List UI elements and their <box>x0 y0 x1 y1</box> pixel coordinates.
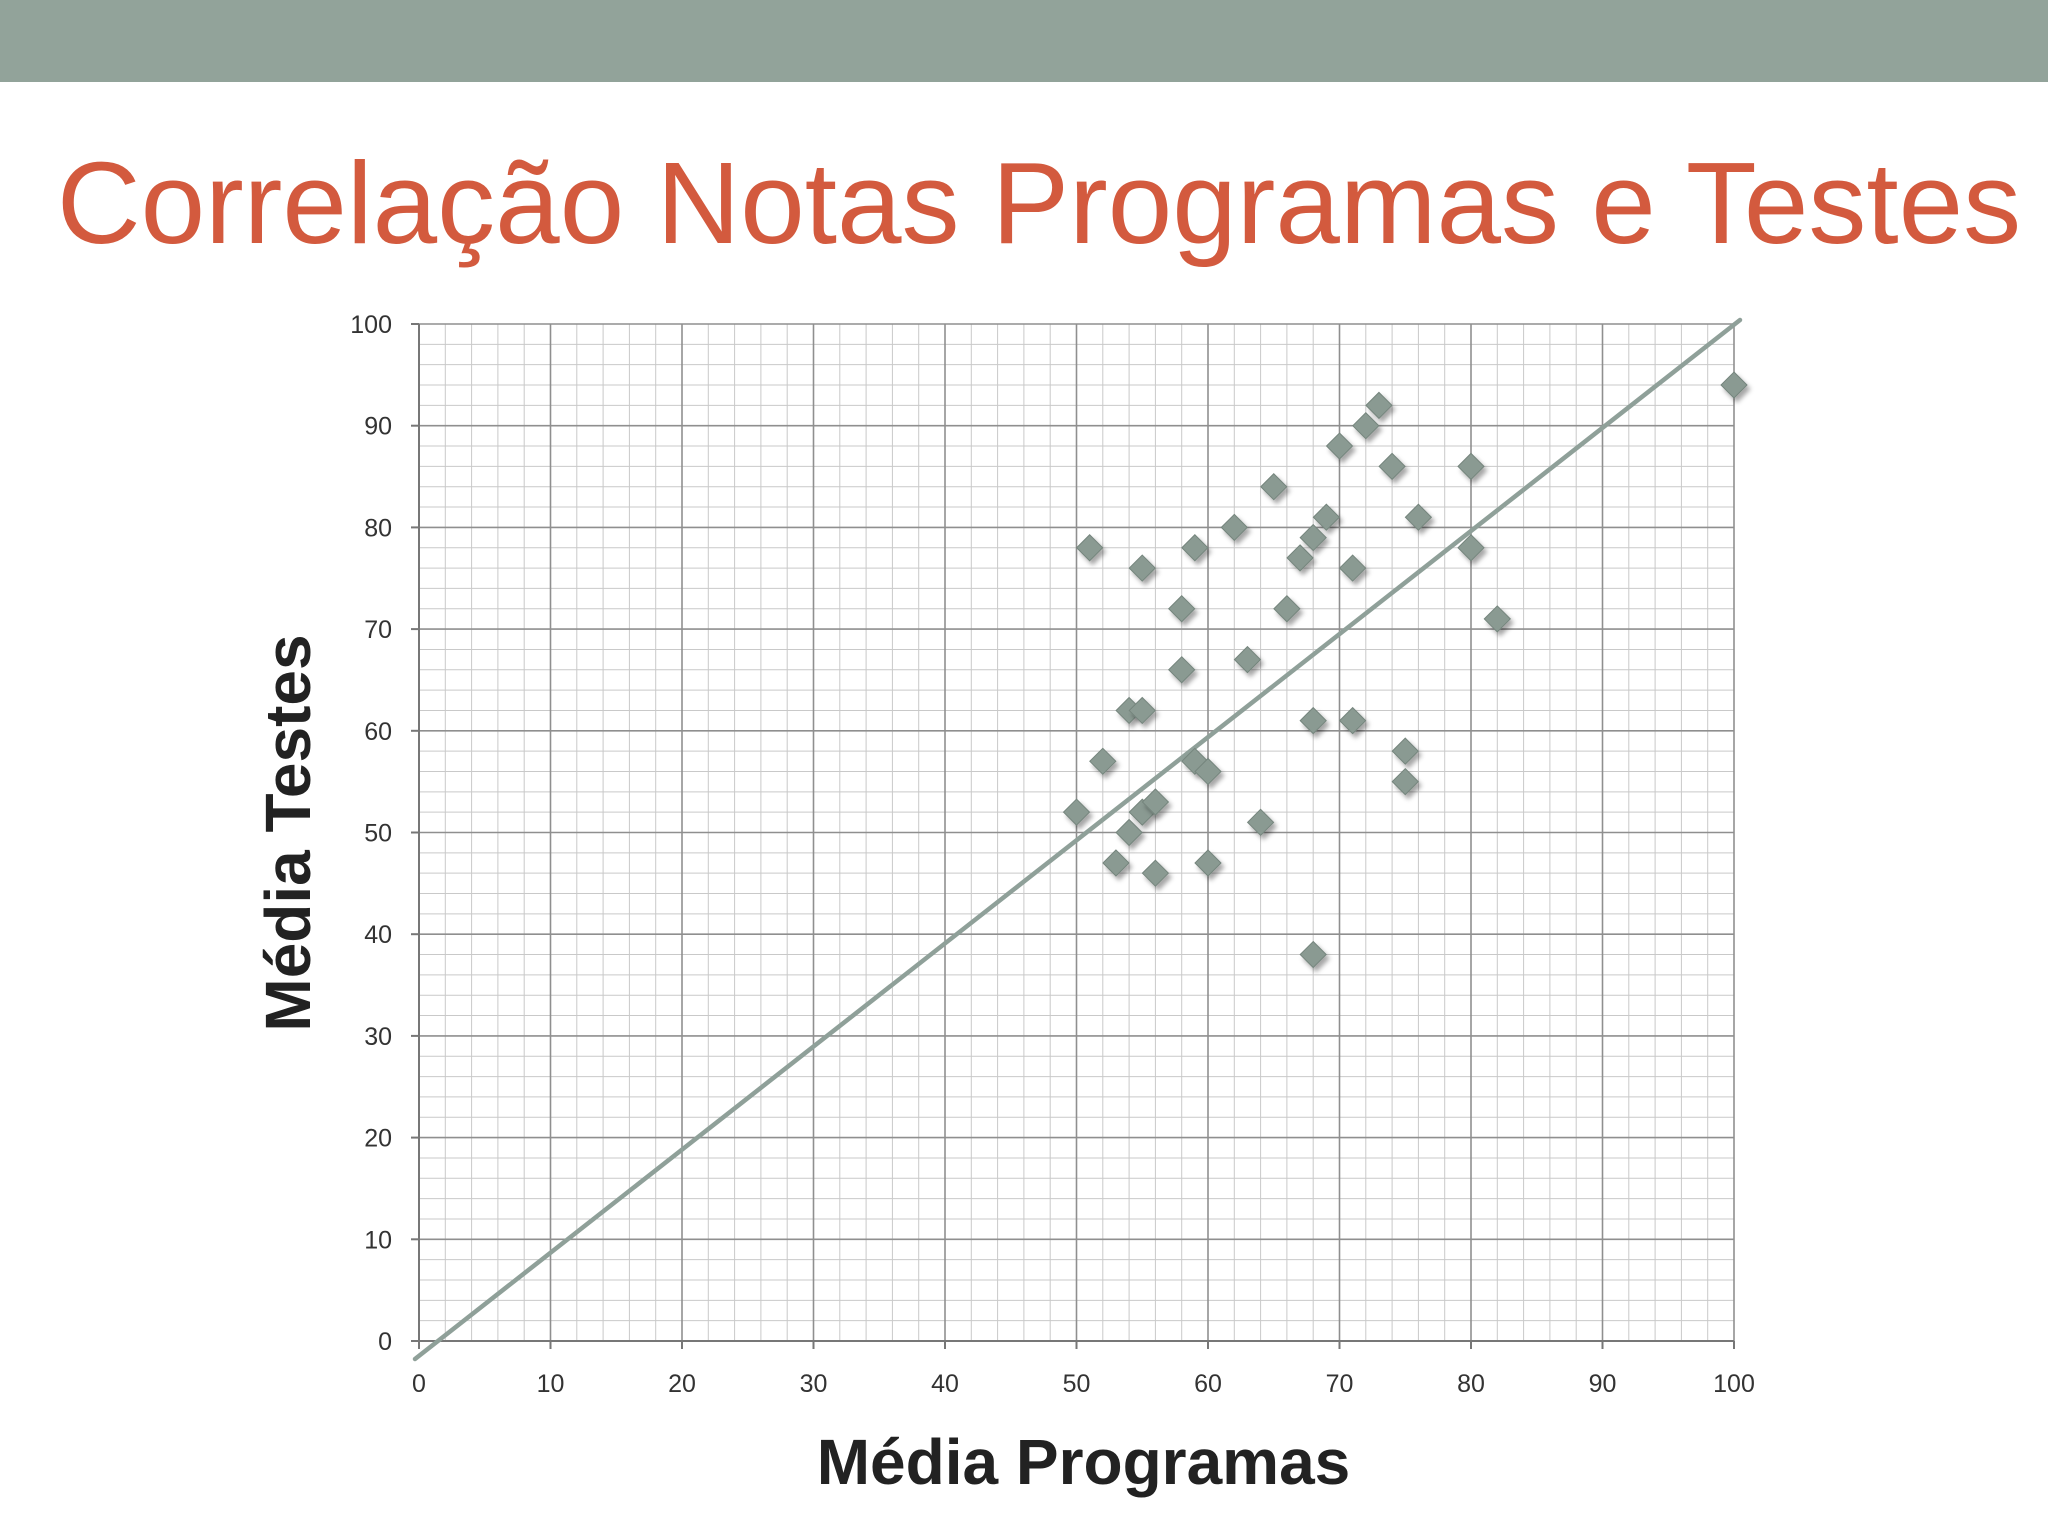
data-point <box>1312 503 1341 531</box>
data-point <box>1115 818 1143 847</box>
data-point <box>1286 544 1314 572</box>
y-tick-label: 10 <box>364 1226 392 1254</box>
y-tick-label: 20 <box>364 1125 392 1153</box>
data-point <box>1338 706 1367 735</box>
x-tick-label: 10 <box>537 1370 565 1398</box>
slide-title: Correlação Notas Programas e Testes <box>56 138 2022 268</box>
data-point <box>1220 513 1249 542</box>
data-point <box>1338 554 1367 582</box>
y-tick-label: 50 <box>364 820 392 848</box>
x-axis-title: Média Programas <box>817 1426 1351 1498</box>
axes <box>411 323 1735 1349</box>
x-tick-label: 50 <box>1063 1370 1091 1398</box>
y-tick-label: 80 <box>364 514 392 542</box>
grid-major-lines <box>418 323 1735 1342</box>
data-point <box>1128 696 1156 725</box>
y-tick-label: 100 <box>350 311 392 339</box>
data-point <box>1378 452 1406 481</box>
data-point <box>1102 849 1130 877</box>
y-tick-label: 70 <box>364 616 392 644</box>
data-point <box>1167 656 1196 684</box>
data-point <box>1483 605 1512 633</box>
data-point <box>1457 534 1485 562</box>
data-point <box>1233 645 1262 674</box>
data-point <box>1075 534 1104 562</box>
x-tick-label: 0 <box>412 1370 426 1398</box>
data-point <box>1352 411 1380 440</box>
reference-line <box>412 317 1743 1362</box>
y-tick-label: 60 <box>364 718 392 746</box>
data-points <box>1062 371 1748 969</box>
data-point <box>1141 788 1170 816</box>
x-tick-label: 20 <box>668 1370 696 1398</box>
header-accent-bar <box>0 0 2048 82</box>
reference-line-group <box>412 317 1743 1362</box>
data-point <box>1141 859 1170 887</box>
data-point <box>1299 940 1327 969</box>
data-point <box>1299 523 1327 552</box>
y-axis-title: Média Testes <box>252 634 324 1031</box>
x-tick-label: 40 <box>931 1370 959 1398</box>
data-point <box>1062 798 1091 826</box>
data-point <box>1391 767 1419 796</box>
y-tick-label: 40 <box>364 921 392 949</box>
data-point <box>1457 452 1485 481</box>
data-point <box>1365 391 1393 420</box>
x-tick-label: 90 <box>1589 1370 1617 1398</box>
x-tick-label: 80 <box>1457 1370 1485 1398</box>
data-point <box>1194 757 1222 786</box>
data-point <box>1273 595 1301 623</box>
x-tick-label: 70 <box>1326 1370 1354 1398</box>
y-tick-label: 0 <box>378 1328 392 1356</box>
x-tick-label: 30 <box>800 1370 828 1398</box>
y-tick-label: 90 <box>364 413 392 441</box>
data-point <box>1167 595 1196 623</box>
data-point <box>1181 534 1209 562</box>
data-point <box>1720 371 1748 399</box>
data-point <box>1089 747 1117 776</box>
data-point <box>1325 432 1354 460</box>
data-point <box>1391 737 1419 765</box>
x-tick-labels: 0 10 20 30 40 50 60 70 80 90 100 <box>412 1370 1755 1398</box>
y-tick-labels: 0 10 20 30 40 50 60 70 80 90 100 <box>350 311 392 1356</box>
data-point <box>1246 808 1275 837</box>
data-point <box>1299 706 1327 735</box>
y-tick-label: 30 <box>364 1023 392 1051</box>
x-tick-label: 100 <box>1713 1370 1755 1398</box>
x-tick-label: 60 <box>1194 1370 1222 1398</box>
data-point <box>1404 503 1433 531</box>
data-point <box>1128 554 1156 582</box>
data-point <box>1194 849 1222 877</box>
data-point <box>1260 473 1288 501</box>
